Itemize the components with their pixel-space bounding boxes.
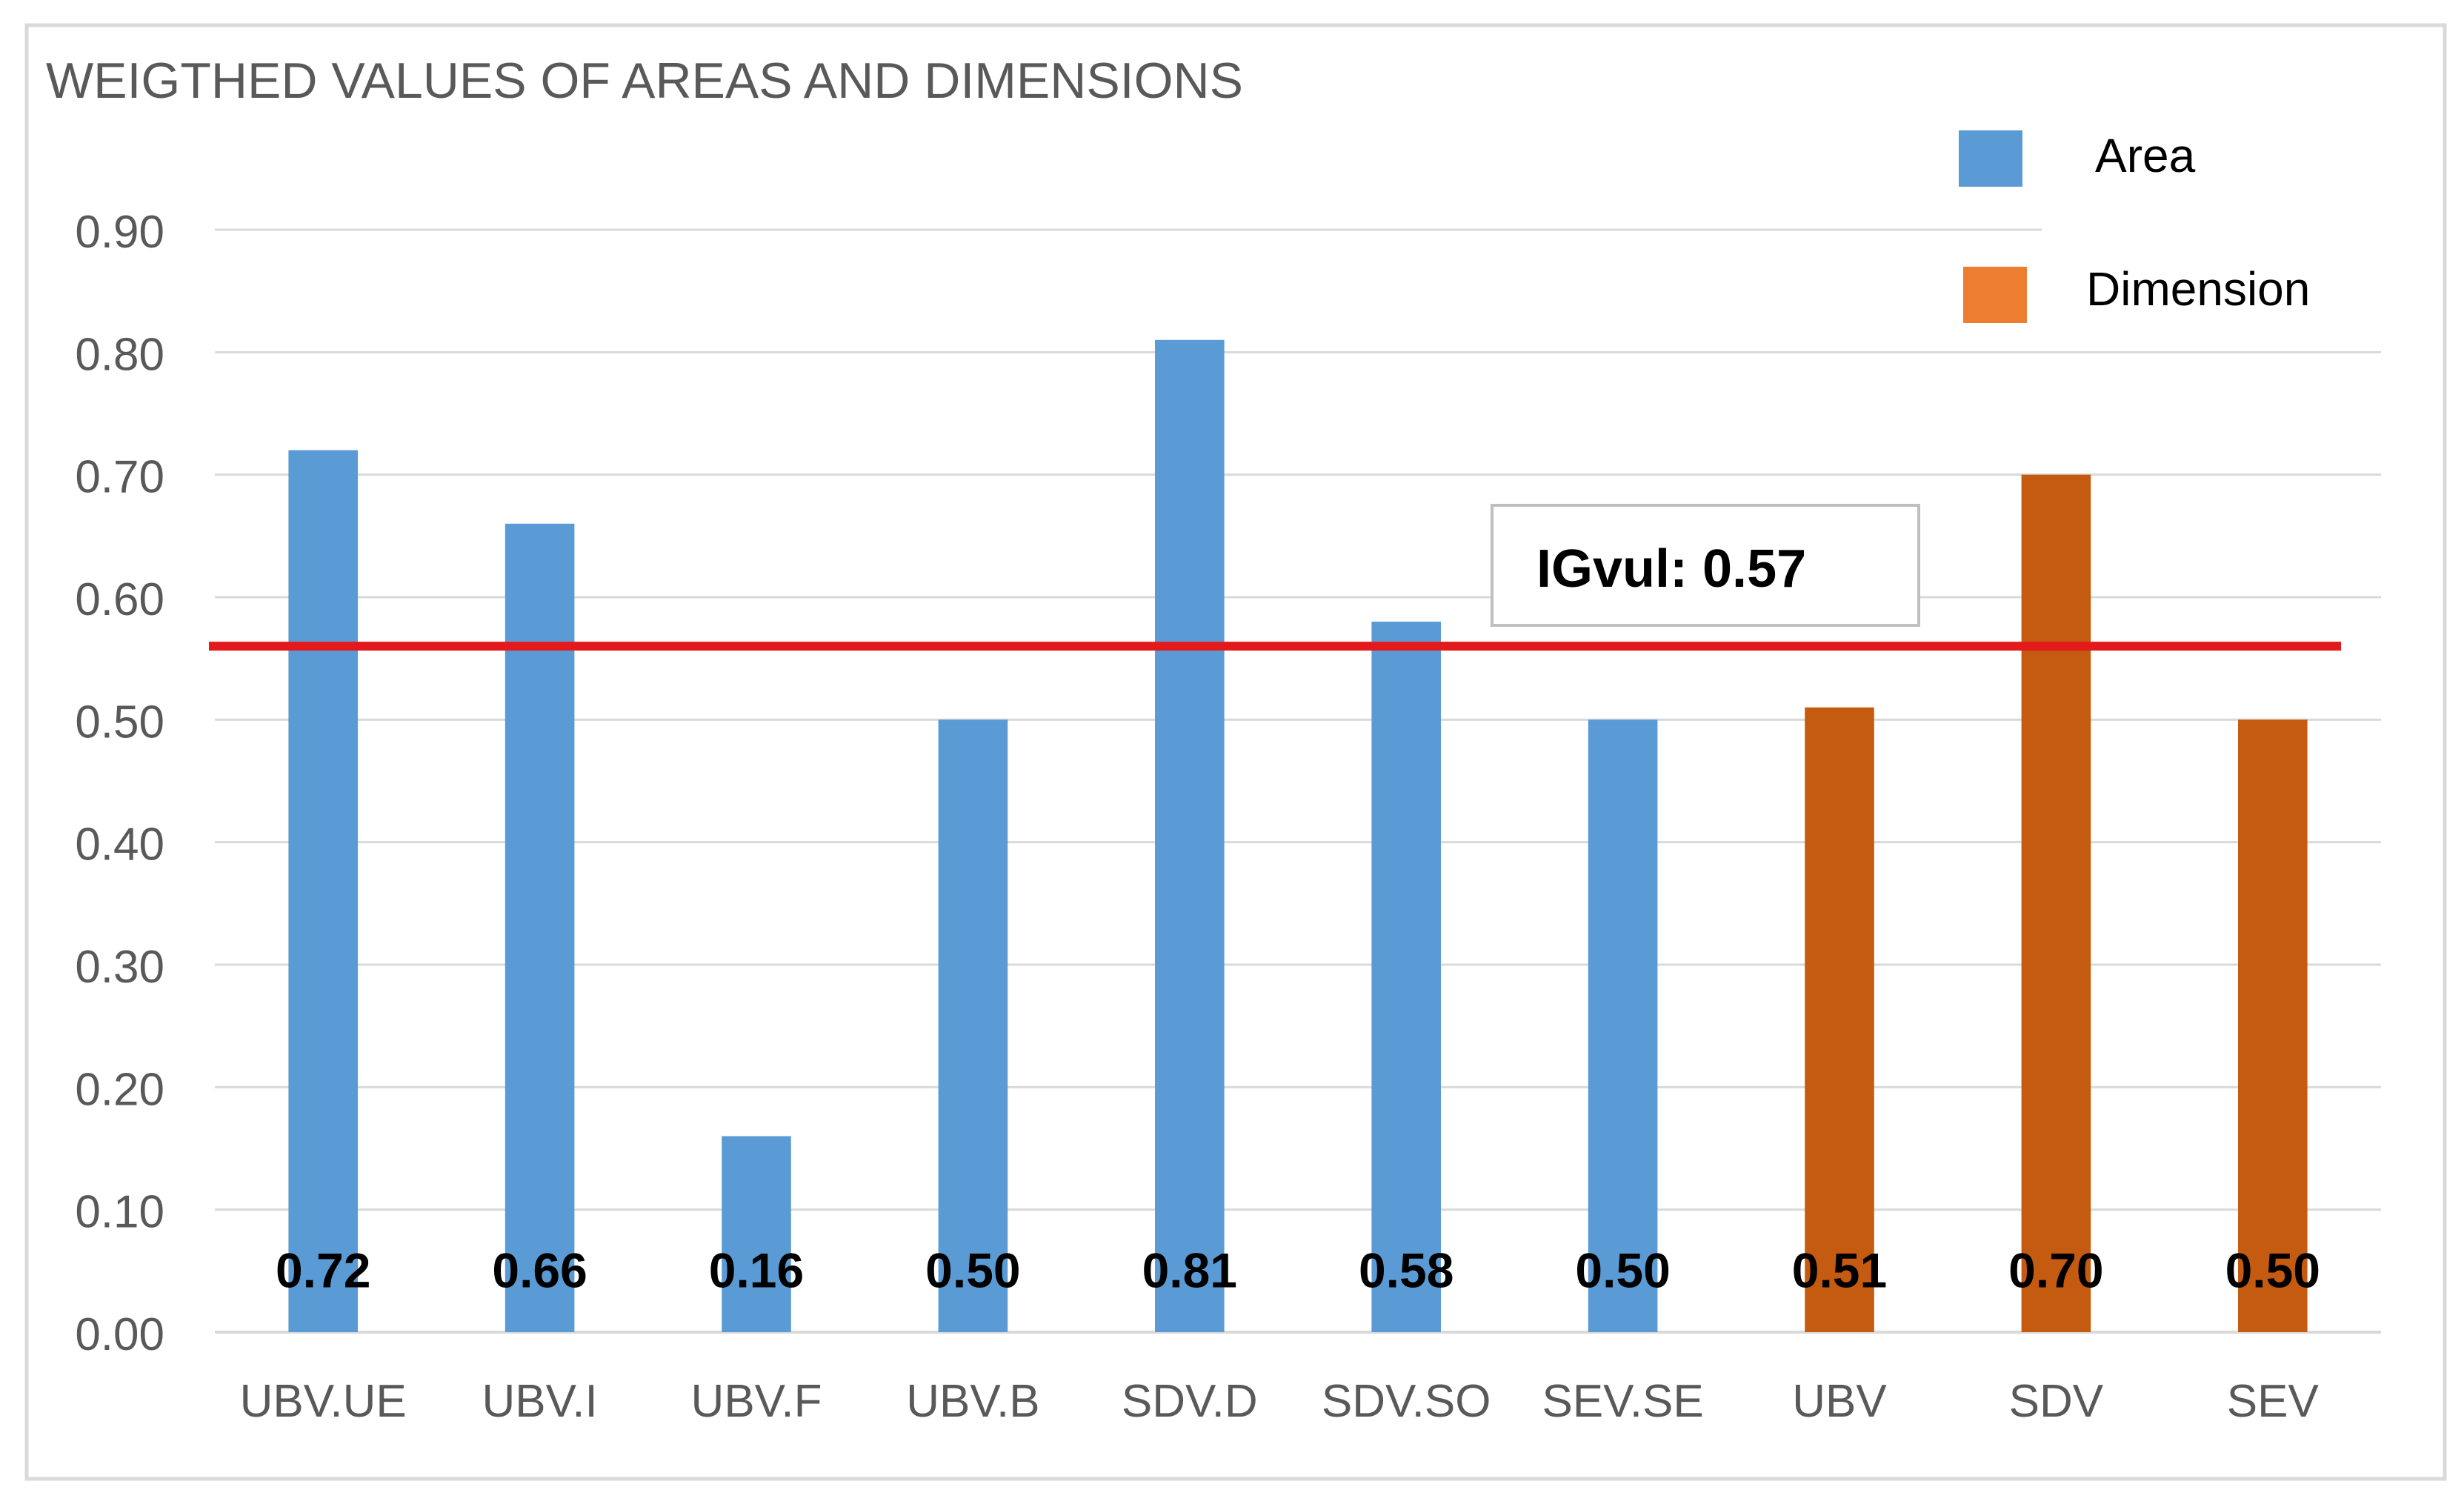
x-tick-label: UBV.UE [240, 1376, 407, 1427]
gridlines [215, 228, 2381, 1334]
annotation: IGvul: 0.57 [1491, 504, 1920, 627]
y-tick-label: 0.40 [75, 819, 164, 871]
data-label: 0.50 [2225, 1242, 2320, 1297]
chart-title: WEIGTHED VALUES OF AREAS AND DIMENSIONS [46, 53, 1243, 109]
bar [938, 719, 1008, 1332]
data-label: 0.50 [925, 1242, 1020, 1297]
data-label: 0.51 [1792, 1242, 1887, 1297]
legend-swatch [1963, 267, 2027, 323]
y-tick-label: 0.00 [75, 1309, 164, 1360]
y-tick-label: 0.30 [75, 942, 164, 993]
data-label: 0.66 [492, 1242, 587, 1297]
annotation-text: IGvul: 0.57 [1536, 539, 1806, 599]
x-tick-label: SDV [2009, 1376, 2104, 1427]
y-tick-label: 0.20 [75, 1064, 164, 1115]
legend-swatch [1959, 130, 2022, 187]
x-tick-label: UBV.I [482, 1376, 597, 1427]
data-labels: 0.72 0.66 0.16 0.50 0.81 0.58 0.50 0.51 0.70 0.50 [276, 1242, 2320, 1297]
bar [1155, 339, 1225, 1332]
data-label: 0.72 [276, 1242, 370, 1297]
bars [288, 339, 2308, 1332]
x-tick-label: UBV.B [906, 1376, 1039, 1427]
legend-label: Dimension [2086, 262, 2310, 316]
x-tick-label: UBV [1792, 1376, 1887, 1427]
x-tick-label: SDV.D [1122, 1376, 1258, 1427]
bar [505, 523, 575, 1332]
x-axis-ticks: UBV.UE UBV.I UBV.F UBV.B SDV.D SDV.SO SEV.SE UB… [240, 1376, 2320, 1427]
bar [288, 450, 358, 1332]
x-tick-label: SEV.SE [1542, 1376, 1703, 1427]
data-label: 0.58 [1359, 1242, 1454, 1297]
y-tick-label: 0.10 [75, 1187, 164, 1238]
x-tick-label: SDV.SO [1322, 1376, 1491, 1427]
legend-label: Area [2095, 129, 2196, 182]
bar [1588, 719, 1658, 1332]
y-tick-label: 0.60 [75, 574, 164, 625]
y-tick-label: 0.70 [75, 452, 164, 503]
bar [722, 1136, 791, 1332]
bar [2238, 719, 2308, 1332]
data-label: 0.50 [1575, 1242, 1670, 1297]
x-tick-label: SEV [2227, 1376, 2320, 1427]
annotation-box [1491, 504, 1920, 627]
data-label: 0.70 [2008, 1242, 2103, 1297]
x-tick-label: UBV.F [691, 1376, 822, 1427]
data-label: 0.16 [709, 1242, 804, 1297]
y-tick-label: 0.80 [75, 329, 164, 380]
bar [2021, 474, 2091, 1332]
data-label: 0.81 [1142, 1242, 1237, 1297]
bar [1805, 707, 1874, 1332]
y-axis-ticks: 0.00 0.10 0.20 0.30 0.40 0.50 0.60 0.70 0.80 0.90 [75, 207, 164, 1360]
y-tick-label: 0.50 [75, 696, 164, 748]
y-tick-label: 0.90 [75, 207, 164, 258]
legend: Area Dimension [1959, 129, 2310, 323]
bar [1371, 622, 1441, 1332]
